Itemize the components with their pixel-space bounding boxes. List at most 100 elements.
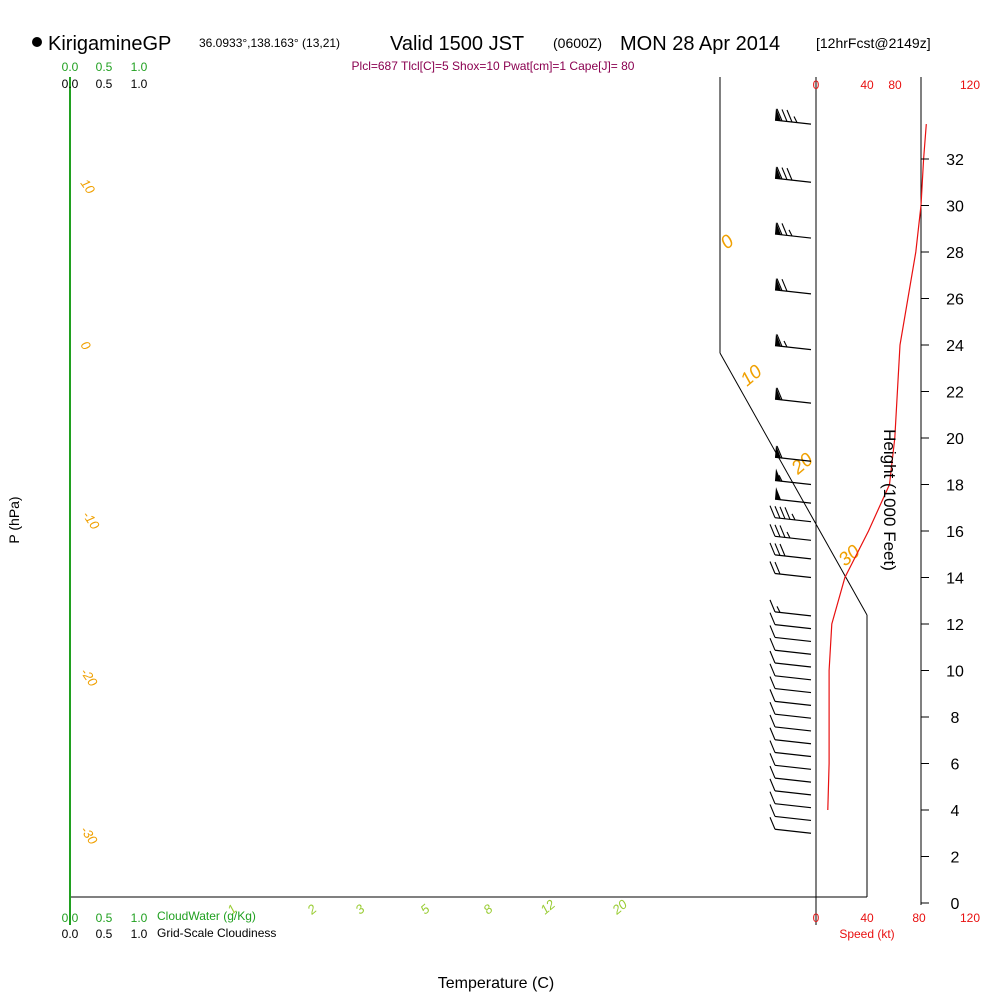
height-tick-label: 20 [946,431,964,448]
wind-speed-line [827,124,927,811]
wind-barb [769,542,812,560]
wind-barb [774,108,812,125]
cloudwater-tick-bottom: 0.0 [62,911,79,925]
zulu-time: (0600Z) [553,35,602,51]
station-name: KirigamineGP [48,33,171,55]
wind-barb [769,505,812,523]
speed-tick-bottom: 80 [912,911,926,925]
wind-barbs [769,108,812,834]
cloudiness-tick-bottom: 0.0 [62,927,79,941]
wind-barb [769,612,812,630]
wind-barb [769,663,812,681]
height-tick-label: 12 [946,617,964,634]
speed-tick-bottom: 120 [960,911,980,925]
station-marker-icon [32,37,42,47]
wind-barb [774,487,812,504]
height-tick-label: 4 [951,803,960,820]
height-tick-label: 8 [951,710,960,727]
cloudwater-tick-top: 1.0 [131,60,148,74]
cloudiness-tick-bottom: 1.0 [131,927,148,941]
speed-tick-top: 40 [860,78,874,92]
height-axis-label: Height (1000 Feet) [880,429,899,571]
valid-time: Valid 1500 JST [390,33,524,55]
y-axis-label: P (hPa) [6,496,22,543]
wind-barb [769,561,812,579]
wind-barb [769,778,812,796]
speed-tick-bottom: 40 [860,911,874,925]
mixing-ratio-label: 20 [609,896,631,918]
speed-tick-top: 0 [813,78,820,92]
mixing-ratio-label: 5 [417,901,433,918]
stability-indices: Plcl=687 Tlcl[C]=5 Shox=10 Pwat[cm]=1 Ca… [352,59,635,73]
wind-barb [769,714,812,732]
mixing-ratio-label: 3 [352,901,368,918]
wind-barb [774,277,812,295]
speed-axis-label: Speed (kt) [839,927,894,941]
height-tick-label: 30 [946,199,964,216]
height-tick-label: 18 [946,478,964,495]
wind-barb [769,804,812,822]
cloudiness-tick-top: 0.5 [96,77,113,91]
cloudwater-tick-bottom: 0.5 [96,911,113,925]
height-tick-label: 24 [946,338,964,355]
wind-barb [769,676,812,694]
wind-speed-profile [827,124,927,811]
height-tick-label: 16 [946,524,964,541]
theta-label: -10 [80,508,104,533]
height-tick-label: 10 [946,664,964,681]
wind-barb [769,625,812,643]
wind-barb [769,753,812,770]
wind-barb [774,166,812,183]
forecast-info: [12hrFcst@2149z] [816,35,931,51]
wind-barb [769,765,812,783]
wind-barb [769,791,812,809]
speed-tick-bottom: 0 [813,911,820,925]
x-axis-label: Temperature (C) [438,975,554,992]
wind-barb [769,650,812,668]
cloudiness-tick-bottom: 0.5 [96,927,113,941]
height-tick-label: 22 [946,385,964,402]
valid-date: MON 28 Apr 2014 [620,33,780,55]
station-coords: 36.0933°,138.163° (13,21) [199,36,340,50]
cloudwater-tick-bottom: 1.0 [131,911,148,925]
wind-barb [774,387,812,404]
theta-label: 10 [78,176,99,197]
theta-label: -30 [78,823,102,848]
wind-barb [774,333,812,351]
wind-barb [774,222,812,239]
height-tick-label: 0 [951,896,960,913]
panel-frame [69,77,922,925]
title-bar: KirigamineGP 36.0933°,138.163° (13,21) V… [32,33,931,73]
wind-barb [769,638,812,655]
wind-barb [769,689,812,706]
wind-barb [769,701,812,719]
speed-tick-top: 120 [960,78,980,92]
cloudwater-tick-top: 0.5 [96,60,113,74]
height-tick-label: 32 [946,152,964,169]
axes: -30-20-100102030402503004005007008501000… [62,60,981,941]
height-tick-label: 2 [951,850,960,867]
wind-barb [769,740,812,758]
mixing-ratio-label: 12 [537,896,558,917]
height-tick-label: 28 [946,245,964,262]
wind-barb [774,445,812,462]
cloudiness-tick-top: 0.0 [62,77,79,91]
wind-barb [769,727,812,745]
panel-mask [720,77,867,615]
cloudiness-label: Grid-Scale Cloudiness [157,926,276,940]
speed-tick-top: 80 [888,78,902,92]
wind-barb [774,468,812,486]
theta-label: -20 [78,665,102,690]
cloudwater-tick-top: 0.0 [62,60,79,74]
cloudiness-tick-top: 1.0 [131,77,148,91]
mixing-ratio-label: 2 [304,901,321,918]
height-tick-label: 26 [946,292,964,309]
height-tick-label: 6 [951,757,960,774]
wind-barb [769,524,812,541]
theta-label: 0 [78,338,95,353]
cloudwater-label: CloudWater (g/Kg) [157,909,256,923]
height-tick-label: 14 [946,571,964,588]
wind-barb [769,599,812,617]
mixing-ratio-label: 8 [480,901,496,918]
